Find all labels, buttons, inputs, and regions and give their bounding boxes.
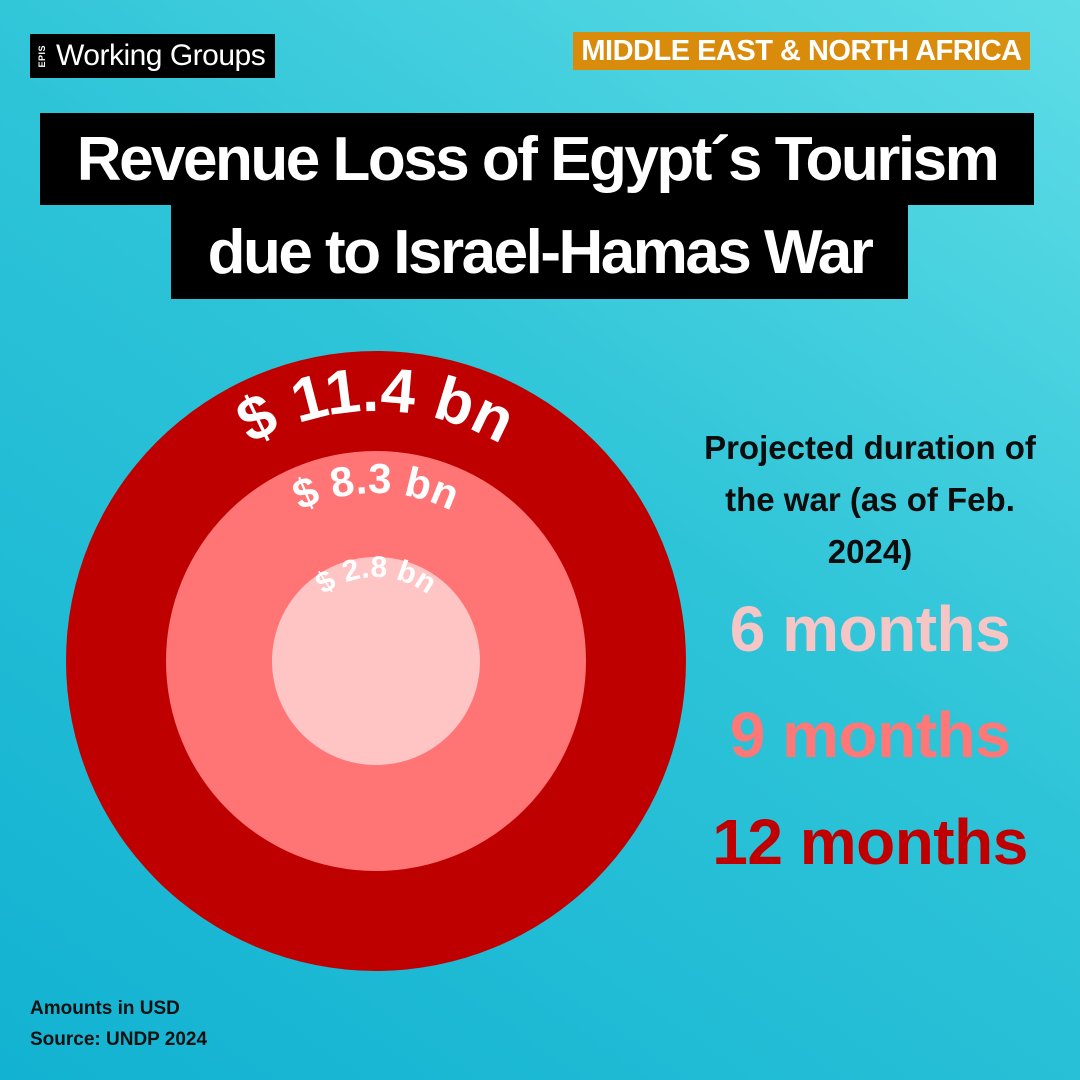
legend-title-line: 2024)	[827, 533, 913, 570]
legend-title-line: Projected duration of	[704, 429, 1036, 466]
brand-name: Working Groups	[56, 39, 266, 72]
legend-item-9-months: 9 months	[729, 699, 1011, 771]
footer-source: Source: UNDP 2024	[30, 1029, 208, 1050]
ring-6-months	[272, 557, 480, 765]
footer-units: Amounts in USD	[30, 998, 180, 1019]
legend-item-12-months: 12 months	[712, 806, 1028, 878]
region-badge: MIDDLE EAST & NORTH AFRICA	[573, 32, 1030, 70]
legend-title: Projected duration of the war (as of Feb…	[680, 422, 1060, 578]
title-line-1: Revenue Loss of Egypt´s Tourism	[40, 113, 1034, 205]
brand-badge: EPIS Working Groups	[30, 34, 275, 78]
title-line-2: due to Israel-Hamas War	[171, 205, 908, 299]
legend-title-line: the war (as of Feb.	[725, 481, 1015, 518]
legend-item-6-months: 6 months	[729, 593, 1011, 665]
